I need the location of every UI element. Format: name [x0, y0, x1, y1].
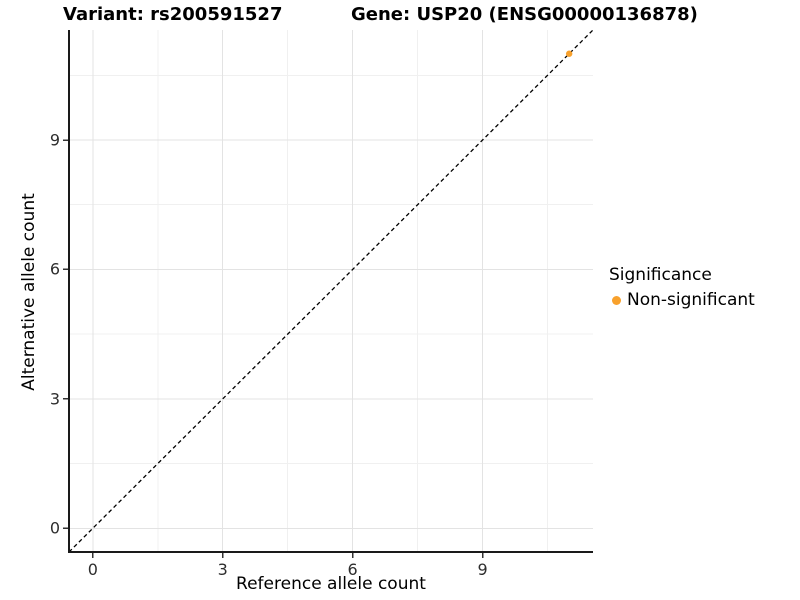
legend-point-icon	[612, 295, 621, 305]
x-axis-title: Reference allele count	[236, 574, 426, 594]
legend-item: Non-significant	[612, 290, 755, 310]
y-tick-label: 0	[49, 518, 60, 538]
legend: Significance Non-significant	[609, 265, 755, 310]
x-tick-label: 6	[347, 560, 358, 579]
legend-items: Non-significant	[609, 290, 755, 310]
y-tick-label: 9	[49, 130, 60, 150]
gene-title: Gene: USP20 (ENSG00000136878)	[351, 4, 698, 25]
identity-dashed-line	[68, 29, 594, 553]
y-tick-label: 6	[49, 259, 60, 279]
y-tick-label: 3	[49, 389, 60, 409]
x-tick-label: 0	[87, 560, 98, 579]
x-tick-label: 9	[477, 560, 488, 579]
variant-title: Variant: rs200591527	[63, 4, 283, 25]
data-point	[565, 50, 573, 57]
legend-item-label: Non-significant	[627, 290, 755, 310]
legend-title: Significance	[609, 265, 712, 285]
x-tick-label: 3	[217, 560, 228, 579]
y-axis-title: Alternative allele count	[19, 193, 39, 391]
